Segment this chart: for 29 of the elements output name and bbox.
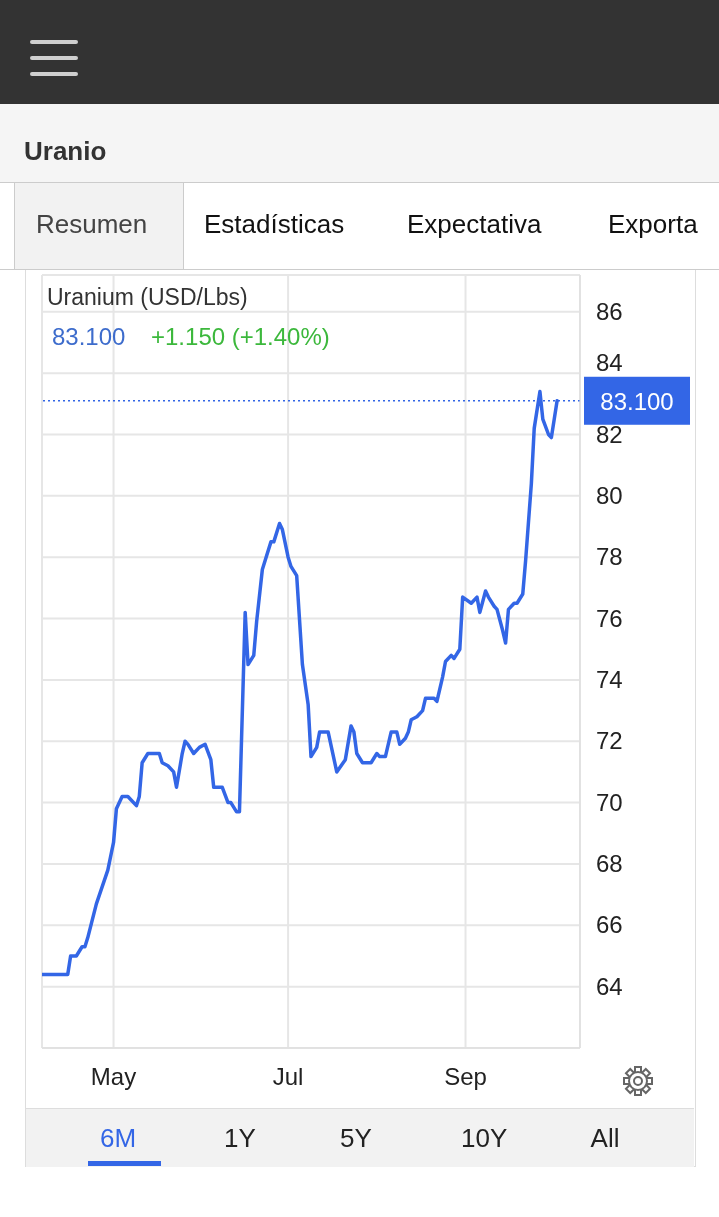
y-tick-label: 64 xyxy=(596,972,623,1000)
y-tick-label: 80 xyxy=(596,481,623,509)
text: 6M xyxy=(98,1123,138,1154)
text: 10Y xyxy=(461,1123,508,1154)
y-tick-label: 70 xyxy=(596,788,623,816)
y-tick-label: 78 xyxy=(596,543,623,571)
text: Estadísticas xyxy=(204,209,345,240)
y-tick-label: 72 xyxy=(596,727,623,755)
x-tick-label: May xyxy=(90,1063,137,1091)
y-tick-label: 68 xyxy=(596,849,623,877)
y-tick-label: 84 xyxy=(596,349,623,377)
text: Uranio xyxy=(24,136,107,167)
text: 83.100 xyxy=(52,323,126,351)
chart-title: Uranium (USD/Lbs) xyxy=(47,284,248,311)
text: 5Y xyxy=(339,1123,373,1154)
text: Expectativa xyxy=(407,209,542,240)
text: 1Y xyxy=(223,1123,257,1154)
y-tick-label: 76 xyxy=(596,604,623,632)
y-tick-label: 66 xyxy=(596,911,623,939)
x-tick-label: Sep xyxy=(444,1063,487,1091)
text: All xyxy=(589,1123,621,1154)
annotation: +1.150 (+1.40%) xyxy=(151,323,330,351)
y-tick-label: 86 xyxy=(596,297,623,325)
ref-line-label: 83.100 xyxy=(600,387,674,415)
x-tick-label: Jul xyxy=(272,1063,304,1091)
text: Exporta xyxy=(608,209,698,240)
text: Resumen xyxy=(36,209,148,240)
y-tick-label: 82 xyxy=(596,420,623,448)
y-tick-label: 74 xyxy=(596,665,623,693)
